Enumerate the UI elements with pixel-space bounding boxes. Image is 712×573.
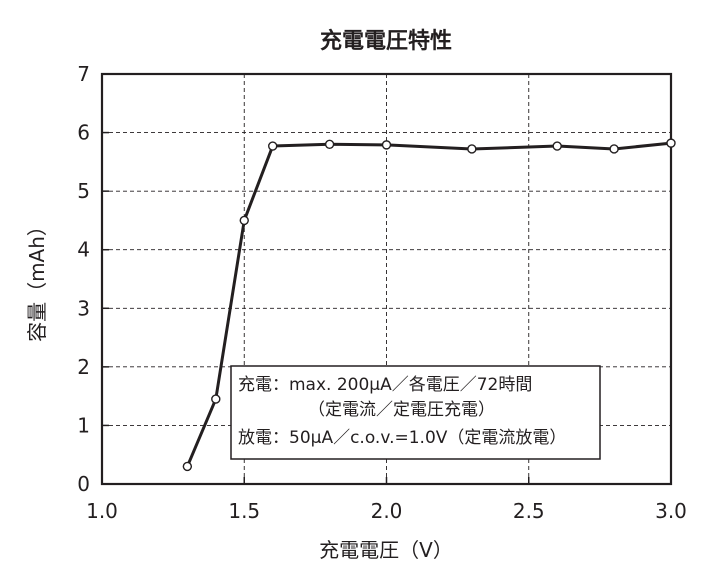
annotation-line-mode: （定電流／定電圧充電）	[308, 400, 495, 420]
y-tick-label: 6	[77, 121, 90, 145]
x-tick-label: 3.0	[655, 499, 687, 523]
y-tick-label: 7	[77, 62, 90, 86]
data-point	[609, 144, 619, 154]
y-tick-label: 0	[77, 472, 90, 496]
y-tick-label: 2	[77, 355, 90, 379]
data-point	[268, 141, 278, 151]
annotation-box: 充電：max. 200μA／各電圧／72時間 （定電流／定電圧充電） 放電：50…	[230, 365, 601, 460]
data-point	[182, 461, 193, 472]
y-tick-label: 5	[77, 179, 90, 203]
x-tick-labels: 1.0 1.5 2.0 2.5 3.0	[86, 499, 687, 523]
chart-title: 充電電圧特性	[320, 28, 452, 54]
annotation-line-charge: 充電：max. 200μA／各電圧／72時間	[238, 375, 532, 395]
data-point	[211, 394, 221, 404]
x-tick-label: 1.5	[228, 499, 260, 523]
annotation-line-discharge: 放電：50μA／c.o.v.=1.0V（定電流放電）	[238, 428, 566, 448]
series-line	[185, 141, 672, 468]
y-tick-labels: 0 1 2 3 4 5 6 7	[77, 62, 90, 496]
x-tick-label: 2.5	[513, 499, 545, 523]
y-tick-label: 3	[77, 296, 90, 320]
y-tick-label: 4	[77, 238, 90, 262]
data-point	[666, 138, 676, 148]
y-axis-title: 容量（mAh）	[25, 216, 49, 342]
series-capacity	[182, 138, 676, 472]
gridlines	[102, 74, 671, 484]
x-tick-label: 2.0	[371, 499, 403, 523]
y-tick-label: 1	[77, 413, 90, 437]
data-point	[324, 139, 335, 149]
x-axis-title: 充電電圧（V）	[319, 538, 453, 562]
data-point	[467, 144, 477, 154]
x-tick-label: 1.0	[86, 499, 118, 523]
axis-ticks	[101, 73, 672, 485]
data-point	[239, 215, 249, 226]
annotation-frame	[230, 365, 601, 460]
data-point	[381, 140, 392, 150]
data-point	[552, 141, 562, 151]
